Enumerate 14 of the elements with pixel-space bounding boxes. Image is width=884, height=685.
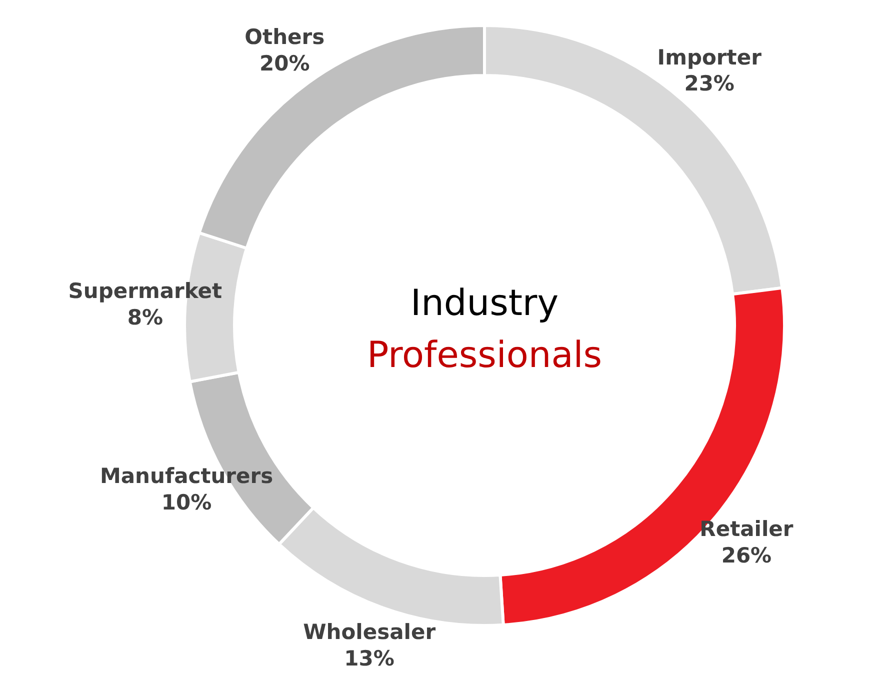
slice-label: Others	[244, 25, 325, 50]
data-label: 20%	[260, 52, 310, 76]
text: Professionals	[366, 335, 602, 376]
slice-label: Wholesaler	[303, 620, 436, 644]
text: Industry	[410, 283, 559, 324]
slice-label: Supermarket	[68, 278, 222, 303]
slice-label: Manufacturers	[100, 464, 274, 488]
data-label: 8%	[127, 305, 163, 330]
slice-label: Importer	[657, 45, 762, 70]
data-label: 26%	[721, 543, 772, 568]
data-label: 23%	[684, 72, 734, 96]
data-label: 13%	[344, 646, 394, 671]
slice-label: Retailer	[700, 517, 794, 542]
data-label: 10%	[161, 490, 212, 514]
